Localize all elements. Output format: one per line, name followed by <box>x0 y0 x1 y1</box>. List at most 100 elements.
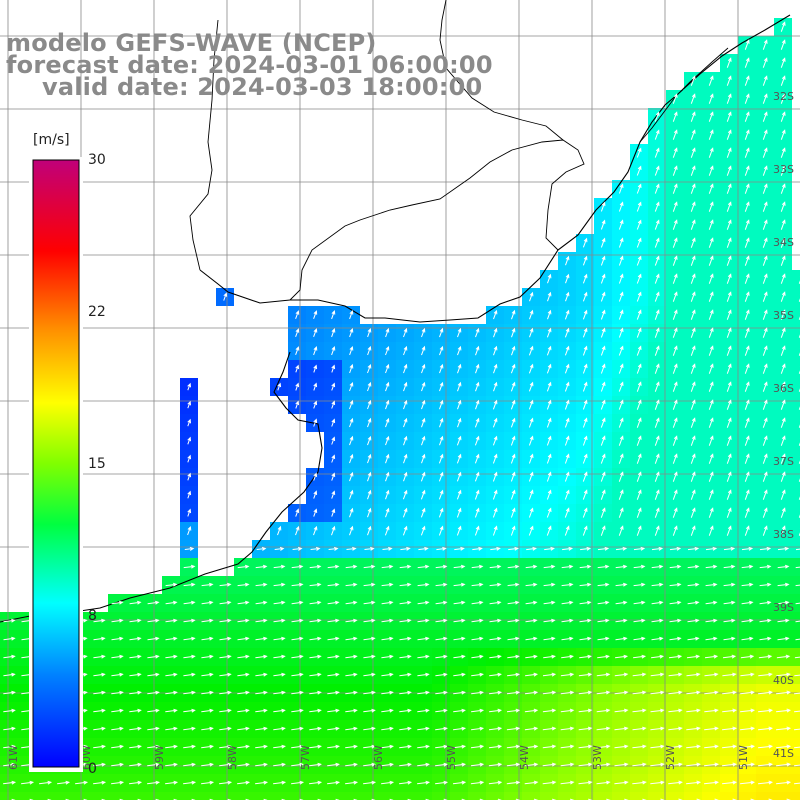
wind-arrow <box>582 453 588 464</box>
wind-arrow <box>776 690 792 695</box>
wind-arrow <box>672 183 678 194</box>
wind-arrow <box>618 363 624 374</box>
wind-arrow <box>744 237 750 248</box>
wind-cell <box>792 720 800 738</box>
wind-arrow <box>578 762 593 767</box>
wind-arrow <box>795 620 800 623</box>
wind-arrow <box>723 636 736 641</box>
wind-arrow <box>786 798 791 800</box>
wind-arrow <box>363 762 376 767</box>
wind-cell <box>792 306 800 324</box>
wind-arrow <box>668 654 683 659</box>
wind-arrow <box>452 780 467 785</box>
wind-arrow <box>453 618 466 623</box>
wind-arrow <box>528 381 534 392</box>
wind-arrow <box>382 546 393 551</box>
wind-arrow <box>510 507 516 518</box>
wind-arrow <box>201 600 214 605</box>
wind-arrow <box>93 672 106 677</box>
wind-arrow <box>780 93 786 104</box>
wind-arrow <box>596 672 611 677</box>
wind-arrow <box>794 782 800 785</box>
wind-arrow <box>363 780 377 785</box>
wind-arrow <box>722 690 737 695</box>
wind-arrow <box>578 744 593 749</box>
wind-arrow <box>704 762 720 767</box>
wind-arrow <box>21 780 35 785</box>
wind-arrow <box>237 708 250 713</box>
wind-arrow <box>507 618 520 623</box>
wind-arrow <box>313 490 318 499</box>
wind-arrow <box>723 582 736 587</box>
wind-arrow <box>385 345 390 356</box>
wind-arrow <box>439 363 444 374</box>
wind-arrow <box>367 489 372 500</box>
wind-arrow <box>672 255 678 266</box>
wind-arrow <box>705 546 718 551</box>
wind-cell <box>594 792 612 800</box>
wind-arrow <box>600 417 606 428</box>
wind-arrow <box>618 417 624 428</box>
wind-arrow <box>331 525 336 536</box>
wind-arrow <box>147 654 160 659</box>
wind-arrow <box>542 780 557 785</box>
wind-cell <box>792 774 800 792</box>
wind-arrow <box>510 435 516 446</box>
wind-arrow <box>654 111 660 122</box>
wind-arrow <box>111 600 124 605</box>
wind-arrow <box>439 327 444 338</box>
wind-arrow <box>435 708 448 713</box>
wind-arrow <box>438 453 444 464</box>
wind-arrow <box>600 507 606 518</box>
wind-cell <box>792 540 800 558</box>
wind-arrow <box>528 507 534 518</box>
wind-arrow <box>708 255 714 266</box>
wind-arrow <box>722 726 738 731</box>
wind-cell <box>666 792 684 800</box>
wind-arrow <box>600 471 606 482</box>
wind-arrow <box>780 21 786 32</box>
wind-arrow <box>624 798 629 800</box>
wind-arrow <box>295 328 300 337</box>
wind-arrow <box>618 291 624 302</box>
wind-arrow <box>295 525 300 536</box>
wind-arrow <box>636 381 642 392</box>
wind-cell <box>630 792 648 800</box>
wind-arrow <box>184 546 195 551</box>
wind-arrow <box>399 726 412 731</box>
wind-arrow <box>543 636 556 641</box>
wind-arrow <box>255 744 268 749</box>
wind-arrow <box>219 780 233 785</box>
wind-arrow <box>385 399 390 410</box>
wind-arrow <box>511 327 516 338</box>
wind-cell <box>792 396 800 414</box>
longitude-label: 51W <box>737 745 750 770</box>
wind-cell <box>792 738 800 756</box>
wind-arrow <box>417 564 430 569</box>
latitude-label: 38S <box>773 528 794 541</box>
wind-arrow <box>565 291 570 302</box>
wind-arrow <box>686 762 701 767</box>
wind-arrow <box>367 435 372 446</box>
wind-arrow <box>544 546 555 551</box>
wind-arrow <box>420 489 426 500</box>
wind-arrow <box>744 363 750 374</box>
wind-arrow <box>439 435 444 446</box>
wind-arrow <box>493 345 498 356</box>
wind-arrow <box>708 93 714 104</box>
wind-arrow <box>129 690 142 695</box>
wind-arrow <box>147 690 160 695</box>
wind-arrow <box>345 564 358 569</box>
wind-arrow <box>438 489 444 500</box>
wind-arrow <box>435 762 449 767</box>
wind-arrow <box>561 618 574 623</box>
wind-arrow <box>759 636 772 641</box>
wind-arrow <box>93 762 106 767</box>
wind-arrow <box>560 690 575 695</box>
wind-arrow <box>615 564 628 569</box>
wind-arrow <box>187 508 192 517</box>
wind-arrow <box>528 363 534 374</box>
wind-arrow <box>111 726 124 731</box>
wind-arrow <box>421 417 426 428</box>
